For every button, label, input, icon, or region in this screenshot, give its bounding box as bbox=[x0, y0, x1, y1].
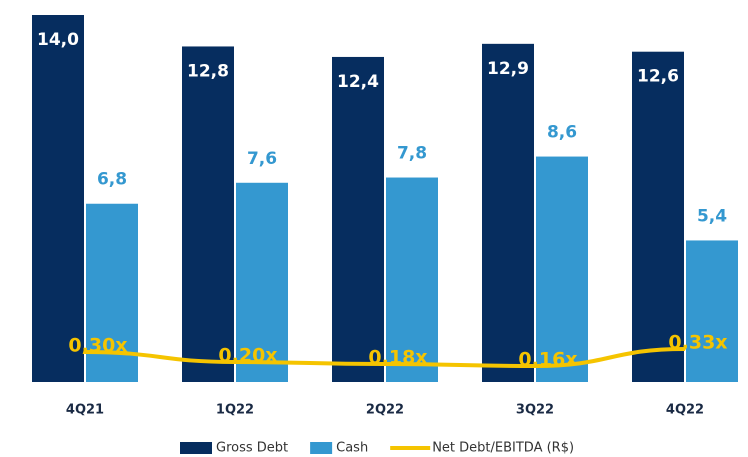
data-label: 8,6 bbox=[547, 123, 577, 143]
x-tick-label: 4Q22 bbox=[666, 403, 704, 418]
bar bbox=[32, 15, 84, 382]
line-label: 0,16x bbox=[518, 349, 577, 371]
legend-label: Net Debt/EBITDA (R$) bbox=[432, 441, 574, 456]
data-label: 7,6 bbox=[247, 149, 277, 169]
line-label: 0,18x bbox=[368, 347, 427, 369]
line-label: 0,33x bbox=[668, 332, 727, 354]
bar bbox=[482, 43, 534, 382]
bar bbox=[536, 156, 588, 382]
data-label: 12,8 bbox=[187, 61, 229, 81]
data-label: 12,9 bbox=[487, 59, 529, 79]
legend-swatch bbox=[310, 442, 333, 454]
bar bbox=[236, 182, 288, 382]
legend-swatch bbox=[180, 442, 212, 454]
data-label: 12,4 bbox=[337, 72, 379, 92]
legend-label: Gross Debt bbox=[216, 441, 288, 456]
bar bbox=[386, 177, 438, 382]
bar bbox=[182, 46, 234, 382]
x-tick-label: 3Q22 bbox=[516, 403, 554, 418]
data-label: 14,0 bbox=[37, 30, 79, 50]
line bbox=[84, 347, 686, 369]
x-tick-label: 4Q21 bbox=[66, 403, 104, 418]
bar bbox=[632, 51, 684, 382]
x-tick-label: 1Q22 bbox=[216, 403, 254, 418]
x-tick-label: 2Q22 bbox=[366, 403, 404, 418]
data-label: 5,4 bbox=[697, 206, 727, 226]
bar bbox=[686, 240, 738, 382]
legend-label: Cash bbox=[336, 441, 368, 456]
line-label: 0,20x bbox=[218, 345, 277, 367]
data-label: 7,8 bbox=[397, 144, 427, 164]
line-label: 0,30x bbox=[68, 335, 127, 357]
data-label: 6,8 bbox=[97, 170, 127, 190]
bar bbox=[332, 56, 384, 382]
data-label: 12,6 bbox=[637, 67, 679, 87]
